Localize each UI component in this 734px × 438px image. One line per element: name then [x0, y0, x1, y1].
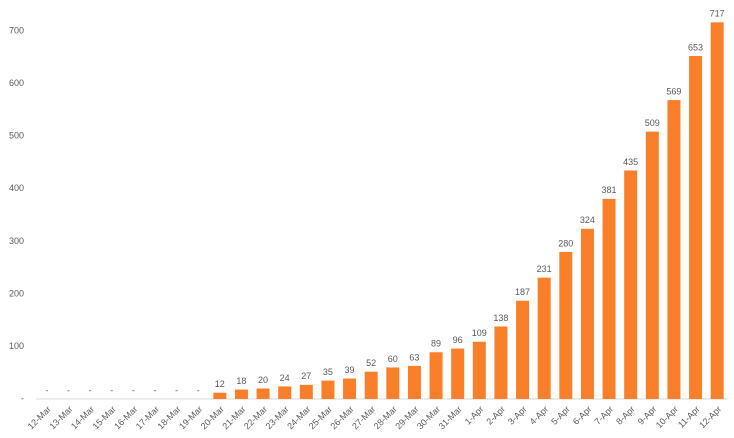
data-label: 60	[388, 354, 398, 364]
data-label: 96	[453, 335, 463, 345]
bar	[516, 300, 530, 399]
data-label: -	[110, 385, 113, 395]
x-tick-label: 17-Mar	[134, 404, 161, 431]
x-tick-label: 7-Apr	[593, 404, 616, 427]
bar	[429, 352, 443, 399]
data-label: 280	[558, 238, 573, 248]
x-tick-label: 16-Mar	[112, 404, 139, 431]
data-label: 24	[280, 373, 290, 383]
data-label: 109	[472, 328, 487, 338]
data-label: 18	[236, 376, 246, 386]
data-label: 435	[623, 157, 638, 167]
bar	[213, 392, 227, 399]
x-tick-label: 11-Apr	[676, 404, 702, 430]
bar	[689, 55, 703, 399]
x-tick-label: 30-Mar	[415, 404, 442, 431]
data-label: 52	[366, 358, 376, 368]
x-tick-label: 8-Apr	[614, 404, 637, 427]
x-tick-label: 3-Apr	[506, 404, 529, 427]
data-label: 27	[301, 371, 311, 381]
bar	[602, 198, 616, 399]
bar	[451, 348, 465, 399]
bar	[494, 326, 508, 399]
x-tick-label: 12-Mar	[26, 404, 53, 431]
bar	[624, 170, 638, 399]
x-tick-label: 28-Mar	[372, 404, 399, 431]
x-tick-label: 15-Mar	[91, 404, 118, 431]
bar	[234, 389, 248, 399]
data-label: 35	[323, 367, 333, 377]
data-label: -	[45, 385, 48, 395]
data-label: 138	[493, 313, 508, 323]
y-tick-label: 600	[9, 78, 24, 88]
y-tick-label: 700	[9, 26, 24, 36]
data-label: 187	[515, 287, 530, 297]
bar	[299, 384, 313, 399]
x-tick-label: 27-Mar	[350, 404, 377, 431]
bar	[645, 131, 659, 399]
x-tick-label: 26-Mar	[328, 404, 355, 431]
x-tick-label: 29-Mar	[393, 404, 420, 431]
data-label: 381	[602, 185, 617, 195]
bar	[472, 341, 486, 399]
data-label: 717	[710, 9, 725, 19]
x-tick-label: 23-Mar	[264, 404, 291, 431]
x-tick-label: 22-Mar	[242, 404, 269, 431]
y-tick-label: 300	[9, 236, 24, 246]
x-tick-label: 18-Mar	[155, 404, 182, 431]
bar	[559, 251, 573, 399]
x-tick-label: 5-Apr	[549, 404, 572, 427]
x-tick-label: 20-Mar	[199, 404, 226, 431]
data-label: 231	[537, 264, 552, 274]
bar	[537, 277, 551, 399]
bar	[580, 228, 594, 399]
x-tick-label: 25-Mar	[307, 404, 334, 431]
data-label: -	[67, 385, 70, 395]
x-tick-label: 19-Mar	[177, 404, 204, 431]
data-label: 20	[258, 375, 268, 385]
data-label: -	[132, 385, 135, 395]
bar	[321, 380, 335, 399]
data-label: 509	[645, 118, 660, 128]
x-tick-label: 6-Apr	[571, 404, 594, 427]
data-label: -	[89, 385, 92, 395]
bar	[343, 378, 357, 399]
data-label: 12	[215, 379, 225, 389]
data-label: -	[175, 385, 178, 395]
bar	[710, 22, 724, 400]
data-label: 324	[580, 215, 595, 225]
bar	[364, 371, 378, 399]
x-tick-label: 21-Mar	[220, 404, 247, 431]
x-tick-label: 1-Apr	[463, 404, 486, 427]
x-tick-label: 24-Mar	[285, 404, 312, 431]
x-tick-label: 12-Apr	[697, 404, 723, 430]
bar	[386, 367, 400, 399]
y-tick-label: 500	[9, 131, 24, 141]
y-tick-label: 400	[9, 183, 24, 193]
bar	[407, 365, 421, 399]
x-tick-label: 31-Mar	[437, 404, 464, 431]
x-tick-label: 13-Mar	[47, 404, 74, 431]
bar	[278, 386, 292, 399]
y-tick-label: 100	[9, 341, 24, 351]
bar	[256, 388, 270, 399]
x-tick-label: 2-Apr	[484, 404, 507, 427]
data-label: 653	[688, 42, 703, 52]
data-label: 89	[431, 339, 441, 349]
data-label: 39	[345, 365, 355, 375]
data-label: -	[153, 385, 156, 395]
x-tick-label: 14-Mar	[69, 404, 96, 431]
data-label: 63	[409, 352, 419, 362]
y-tick-label: 200	[9, 288, 24, 298]
x-tick-label: 10-Apr	[654, 404, 680, 430]
data-label: -	[197, 385, 200, 395]
y-tick-label: -	[21, 393, 24, 403]
x-tick-label: 4-Apr	[528, 404, 551, 427]
bar	[667, 100, 681, 400]
data-label: 569	[666, 86, 681, 96]
